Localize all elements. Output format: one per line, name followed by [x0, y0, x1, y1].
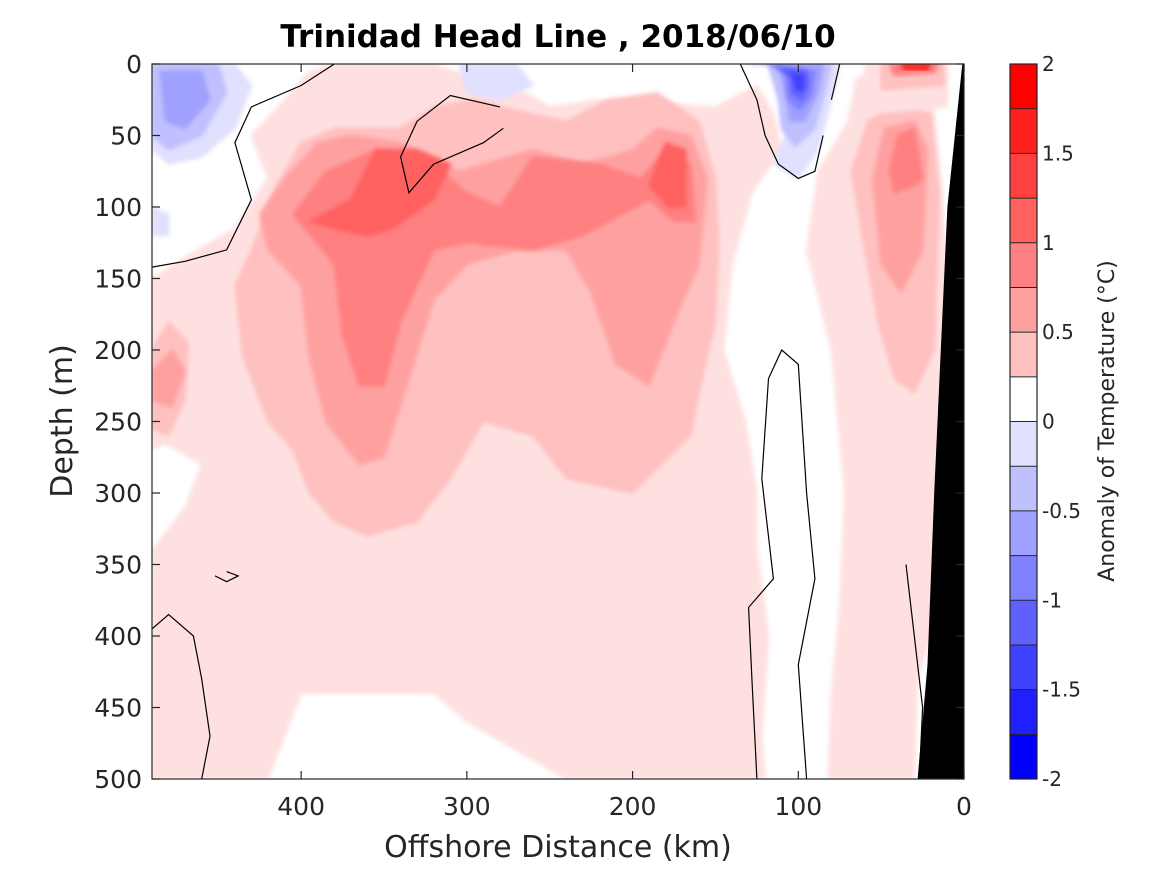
x-tick-label: 400	[277, 792, 325, 821]
chart-title: Trinidad Head Line , 2018/06/10	[280, 19, 835, 55]
zero-contour-line	[152, 613, 211, 779]
colorbar-swatch	[1010, 689, 1037, 735]
colorbar-tick-label: 1	[1042, 231, 1055, 255]
colorbar-tick-label: 0	[1042, 410, 1055, 434]
colorbar-swatch	[1010, 510, 1037, 556]
y-axis-label: Depth (m)	[45, 344, 80, 498]
y-axis-ticks: 0 50 100 150 200 250 300 350 400 450 500	[94, 50, 964, 794]
colorbar: 2 1.5 1 0.5 0 -0.5 -1 -1.5 -2	[1009, 52, 1081, 791]
x-tick-label: 100	[774, 792, 822, 821]
colorbar-tick-label: 0.5	[1042, 320, 1074, 344]
colorbar-swatch	[1010, 555, 1037, 601]
colorbar-tick-label: 1.5	[1042, 141, 1074, 165]
colorbar-swatch	[1010, 644, 1037, 690]
colorbar-label: Anomaly of Temperature (°C)	[1095, 260, 1120, 582]
colorbar-swatch	[1010, 242, 1037, 288]
x-tick-label: 0	[956, 792, 972, 821]
x-tick-label: 200	[609, 792, 657, 821]
colorbar-swatch	[1010, 332, 1037, 377]
contour-fill-1.25	[308, 149, 452, 237]
y-tick-label: 450	[94, 694, 142, 723]
colorbar-swatch	[1010, 466, 1037, 511]
y-tick-label: 100	[94, 193, 142, 222]
contour-fill-0.75	[152, 349, 186, 408]
contour-fill--1.5	[780, 70, 805, 91]
contour-fill-1.75	[900, 64, 932, 71]
y-tick-label: 200	[94, 336, 142, 365]
colorbar-tick-label: 2	[1042, 52, 1055, 76]
contour-fill-1.25	[648, 141, 687, 208]
y-tick-label: 50	[110, 122, 142, 151]
colorbar-tick-label: -1.5	[1042, 678, 1081, 702]
y-tick-label: 400	[94, 622, 142, 651]
colorbar-swatch	[1010, 108, 1037, 154]
x-tick-label: 300	[443, 792, 491, 821]
contour-fill--0.25	[152, 206, 170, 237]
y-tick-label: 250	[94, 408, 142, 437]
y-tick-label: 500	[94, 765, 142, 794]
colorbar-swatch	[1010, 734, 1037, 779]
colorbar-swatch	[1010, 287, 1037, 333]
zero-contour-line	[152, 64, 335, 268]
seafloor-mask	[917, 64, 964, 779]
zero-contour-line	[747, 349, 816, 779]
zero-contour-line	[739, 64, 824, 180]
y-tick-label: 0	[126, 50, 142, 79]
colorbar-swatch	[1010, 153, 1037, 199]
colorbar-tick-label: -1	[1042, 588, 1062, 612]
zero-contour-line	[399, 94, 504, 194]
colorbar-tick-label: -0.5	[1042, 499, 1081, 523]
y-tick-label: 300	[94, 479, 142, 508]
y-tick-label: 150	[94, 265, 142, 294]
anomaly-contours	[152, 64, 949, 779]
colorbar-tick-label: -2	[1042, 767, 1062, 791]
y-tick-label: 350	[94, 551, 142, 580]
contour-fill--0.75	[159, 70, 211, 130]
plot-area	[152, 64, 964, 779]
contour-fill-1.0	[888, 127, 924, 194]
zero-contour-line	[214, 571, 240, 583]
colorbar-swatch	[1010, 198, 1037, 243]
contour-fill--0.25	[457, 64, 534, 101]
colorbar-swatch	[1010, 421, 1037, 467]
zero-contour-line	[830, 64, 841, 100]
colorbar-swatch	[1010, 64, 1037, 109]
colorbar-swatch	[1010, 600, 1037, 645]
x-axis-label: Offshore Distance (km)	[384, 830, 732, 865]
x-axis-ticks: 400 300 200 100 0	[277, 64, 972, 821]
